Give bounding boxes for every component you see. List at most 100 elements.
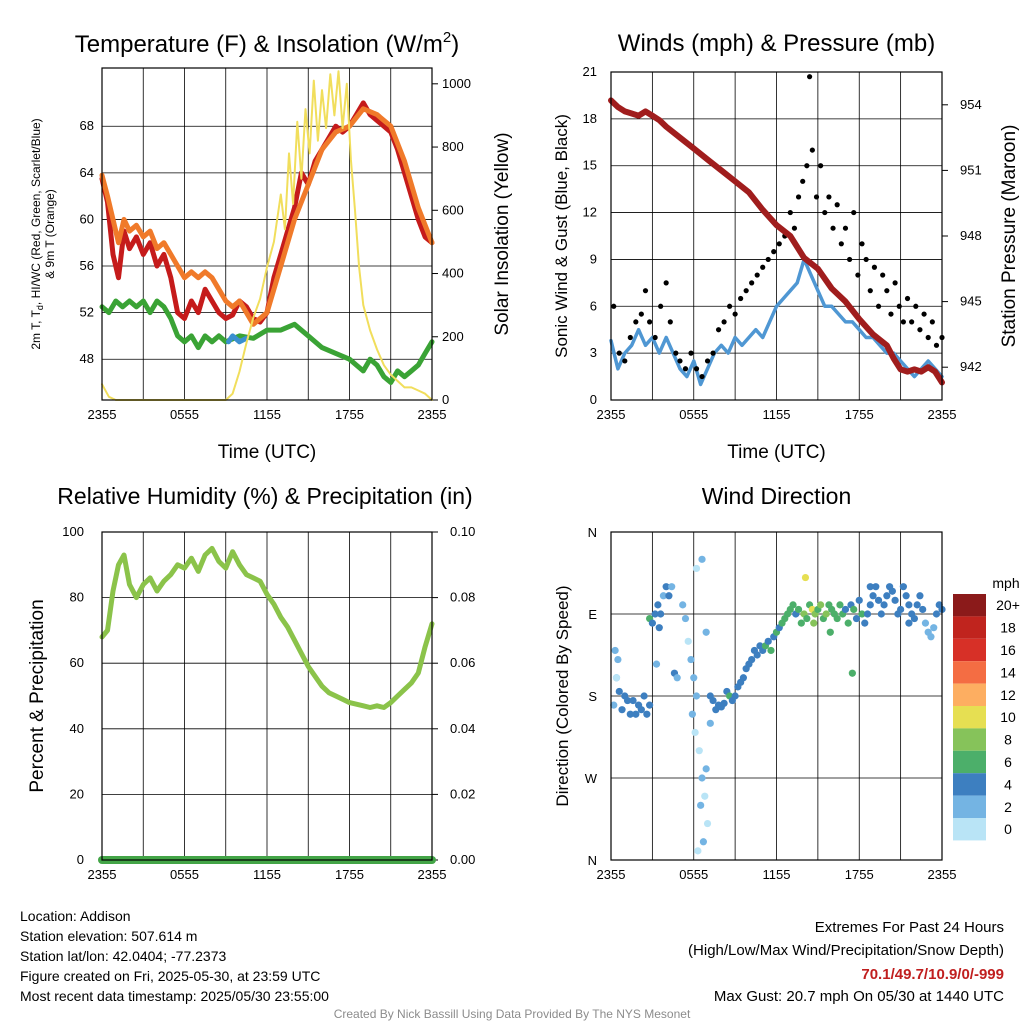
direction-point (905, 601, 913, 609)
direction-point (869, 592, 877, 600)
x-tick-label: 1755 (335, 407, 364, 422)
direction-point (637, 706, 645, 714)
gust-point (842, 225, 849, 231)
colorbar-label: 8 (1004, 732, 1012, 748)
y-axis-label: Direction (Colored By Speed) (553, 585, 572, 806)
direction-point (810, 619, 818, 627)
ylabel-part: , HI/WC (Red, Green, Scarlet/Blue) (29, 118, 43, 305)
gust-point (667, 319, 673, 325)
y-tick-label: 52 (80, 305, 94, 320)
panel-humidity: 0 20 40 60 80 100 0.00 0.02 0.04 0.06 0.08 0.10 2355… (27, 483, 475, 882)
y-tick-label: 3 (590, 345, 597, 360)
gust-point (787, 209, 793, 216)
x-tick-label: 1155 (763, 867, 791, 882)
gust-point (673, 350, 679, 356)
direction-point (654, 601, 662, 609)
colorbar-label: 12 (1000, 687, 1016, 703)
colorbar-label: 18 (1000, 620, 1016, 636)
plot-border (610, 531, 943, 861)
y-tick-label: 9 (590, 251, 597, 266)
direction-point (764, 637, 772, 645)
colorbar-swatch (953, 795, 986, 818)
y-tick-label: 15 (583, 158, 597, 173)
y-tick-label: 6 (590, 298, 597, 313)
y2-tick-label: 0.04 (450, 721, 475, 736)
direction-point (626, 710, 634, 718)
y-tick-label: 56 (80, 258, 94, 273)
panel-winds: 0 3 6 9 12 15 18 21 942 945 948 951 954 2355 0555 1155 1… (552, 30, 1020, 463)
y-tick-label: E (588, 607, 597, 622)
direction-point (610, 701, 618, 709)
gust-point (826, 194, 832, 200)
plot-border (101, 531, 433, 861)
y-tick-label: 80 (70, 590, 84, 605)
y2-tick-label: 0.02 (450, 786, 475, 801)
direction-point (611, 646, 619, 655)
y-tick-label: 48 (80, 351, 94, 366)
direction-point (801, 573, 810, 582)
y2-tick-label: 0.10 (450, 524, 475, 539)
x-tick-label: 1755 (845, 867, 874, 882)
gust-point (688, 350, 694, 356)
direction-point (699, 838, 708, 846)
colorbar-swatch (953, 773, 986, 796)
panel-temperature: 48 52 56 60 64 68 0 200 400 600 800 1000 2355 0555 115… (29, 29, 513, 463)
gust-point (855, 272, 861, 278)
direction-point (651, 610, 659, 618)
direction-point (691, 728, 699, 737)
colorbar-label: 0 (1004, 821, 1012, 837)
y-tick-label: 60 (80, 211, 94, 226)
gust-point (830, 225, 836, 231)
direction-point (615, 687, 623, 696)
y-tick-label: 0 (590, 392, 597, 407)
y-tick-label: W (585, 771, 598, 786)
direction-point (640, 692, 648, 700)
x-tick-label: 2355 (88, 407, 117, 422)
credit-line: Created By Nick Bassill Using Data Provi… (333, 1007, 691, 1021)
direction-point (753, 651, 761, 659)
direction-point (692, 692, 701, 700)
series-line (226, 333, 249, 345)
direction-point (612, 674, 621, 682)
y-tick-label: 21 (583, 64, 597, 79)
colorbar-swatch (953, 750, 986, 774)
title-sup: 2 (443, 29, 451, 46)
y2-tick-label: 0.06 (450, 655, 475, 670)
series-line (99, 545, 435, 710)
x-tick-label: 2355 (928, 867, 957, 882)
direction-point (913, 601, 921, 609)
direction-point (866, 583, 874, 591)
gust-point (754, 272, 760, 278)
gust-point (892, 280, 898, 286)
title-tail: ) (451, 31, 459, 58)
y-tick-label: 20 (70, 786, 84, 801)
ylabel-part: 2m T, T (29, 309, 43, 349)
chart-title: Wind Direction (702, 483, 852, 509)
y2-tick-label: 200 (442, 329, 464, 344)
direction-point (618, 706, 626, 714)
gust-point (749, 280, 755, 286)
y2-tick-label: 800 (442, 139, 464, 154)
direction-point (916, 592, 924, 600)
gust-point (721, 319, 727, 325)
direction-point (698, 555, 706, 563)
y-tick-label: 100 (62, 524, 84, 539)
x-tick-label: 1755 (335, 867, 364, 882)
direction-point (877, 610, 885, 618)
direction-point (883, 592, 891, 600)
colorbar-swatch (953, 594, 986, 617)
gust-point (663, 280, 669, 286)
direction-point (662, 583, 670, 591)
x-tick-label: 1155 (253, 867, 281, 882)
direction-point (684, 637, 692, 645)
x-tick-label: 0555 (679, 867, 708, 882)
direction-point (852, 614, 861, 623)
direction-point (858, 610, 866, 618)
y-tick-label: 40 (70, 721, 84, 736)
x-tick-label: 0555 (170, 407, 199, 422)
direction-point (836, 601, 844, 609)
y-axis-label: 2m T, Td, HI/WC (Red, Green, Scarlet/Blu… (29, 118, 45, 349)
direction-point (866, 601, 874, 609)
y-axis-label-line2: & 9m T (Orange) (43, 189, 57, 279)
y2-tick-label: 0 (442, 392, 449, 407)
